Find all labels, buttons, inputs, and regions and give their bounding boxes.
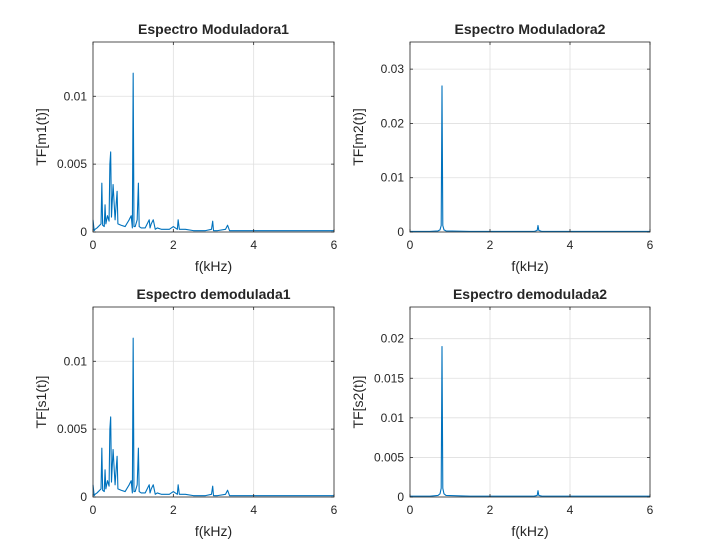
x-tick-label: 6 <box>331 503 338 517</box>
subplot-2: 0 2 4 6 0 0.01 0.02 0.03 Espectro Moduladora2 f(k… <box>350 21 654 274</box>
spectrum-line-s1 <box>92 337 334 497</box>
x-tick-label: 4 <box>567 238 574 252</box>
y-tick-label: 0.02 <box>381 116 405 130</box>
x-axis-label: f(kHz) <box>195 523 232 539</box>
y-axis-label: TF[m2(t)] <box>350 108 366 166</box>
y-tick-label: 0 <box>397 225 404 239</box>
x-tick-label: 0 <box>90 238 97 252</box>
x-tick-label: 2 <box>170 503 177 517</box>
x-axis-label: f(kHz) <box>511 523 548 539</box>
plot-area <box>93 42 334 232</box>
subplot-title: Espectro demodulada2 <box>453 286 607 302</box>
plot-area <box>410 307 650 497</box>
x-axis-label: f(kHz) <box>511 258 548 274</box>
axes-box <box>409 306 651 498</box>
y-tick-label: 0.005 <box>57 422 87 436</box>
x-tick-label: 4 <box>567 503 574 517</box>
x-tick-label: 4 <box>250 503 257 517</box>
axes-box <box>409 41 651 233</box>
axes-box <box>92 41 335 233</box>
subplot-3: 0 2 4 6 0 0.005 0.01 Espectro demodulada1 f(kHz)… <box>33 286 338 539</box>
x-tick-label: 0 <box>407 503 414 517</box>
subplot-title: Espectro Moduladora2 <box>455 21 606 37</box>
x-tick-label: 4 <box>250 238 257 252</box>
x-tick-label: 6 <box>647 238 654 252</box>
plot-area <box>410 42 650 232</box>
x-tick-label: 2 <box>487 503 494 517</box>
y-tick-label: 0.015 <box>374 371 404 385</box>
x-tick-label: 0 <box>90 503 97 517</box>
plot-area <box>93 307 334 497</box>
y-tick-label: 0.02 <box>381 332 405 346</box>
subplot-title: Espectro Moduladora1 <box>138 21 289 37</box>
axes-box <box>92 306 335 498</box>
y-tick-label: 0 <box>80 490 87 504</box>
x-tick-label: 2 <box>487 238 494 252</box>
subplot-1: 0 2 4 6 0 0.005 0.01 Espectro Moduladora1 f(kHz)… <box>33 21 338 274</box>
y-axis-label: TF[m1(t)] <box>33 108 49 166</box>
x-tick-label: 6 <box>331 238 338 252</box>
subplot-4: 0 2 4 6 0 0.005 0.01 0.015 0.02 Espectro demodula… <box>350 286 654 539</box>
spectrum-line-s2 <box>410 346 650 497</box>
subplot-title: Espectro demodulada1 <box>136 286 290 302</box>
spectrum-line-m1 <box>92 72 334 232</box>
x-tick-label: 2 <box>170 238 177 252</box>
y-tick-label: 0 <box>80 225 87 239</box>
y-tick-label: 0.005 <box>57 157 87 171</box>
y-axis-label: TF[s1(t)] <box>33 376 49 429</box>
spectrum-line-m2 <box>410 85 650 233</box>
y-axis-label: TF[s2(t)] <box>350 376 366 429</box>
y-tick-label: 0.005 <box>374 450 404 464</box>
y-tick-label: 0.01 <box>381 171 405 185</box>
x-axis-label: f(kHz) <box>195 258 232 274</box>
y-tick-label: 0 <box>397 490 404 504</box>
x-tick-label: 6 <box>647 503 654 517</box>
y-tick-label: 0.01 <box>64 354 88 368</box>
x-tick-label: 0 <box>407 238 414 252</box>
y-tick-label: 0.01 <box>64 89 88 103</box>
y-tick-label: 0.03 <box>381 62 405 76</box>
y-tick-label: 0.01 <box>381 411 405 425</box>
